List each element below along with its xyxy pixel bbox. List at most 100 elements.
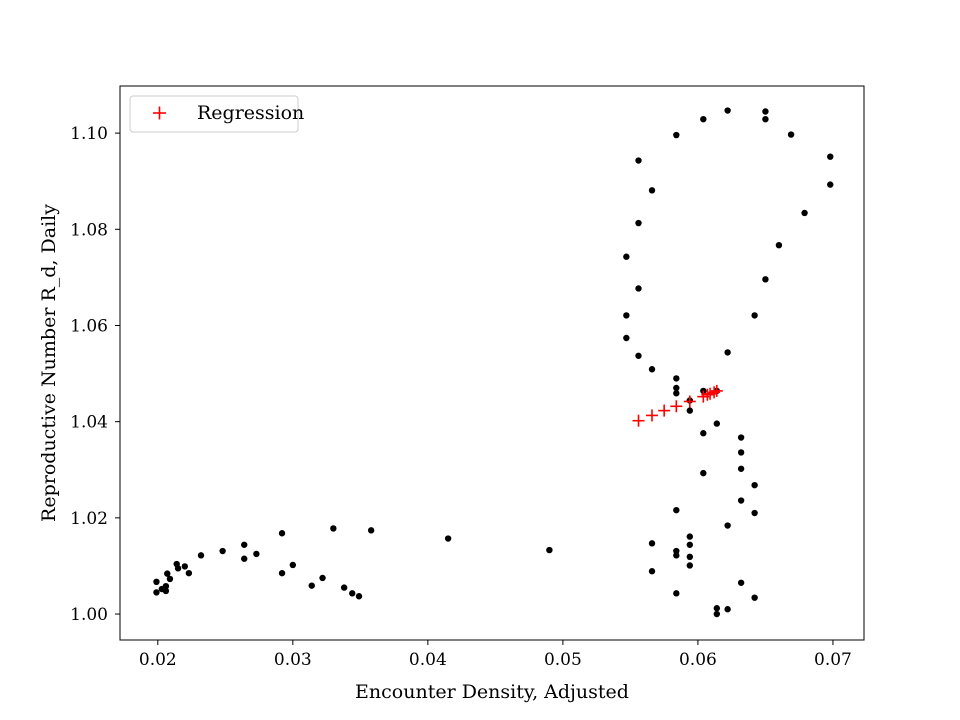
scatter-point: [737, 434, 745, 441]
scatter-point: [648, 540, 656, 547]
y-axis-label: Reproductive Number R_d, Daily: [38, 204, 60, 522]
scatter-point: [546, 546, 553, 554]
scatter-point: [278, 530, 286, 537]
y-tick-label: 1.02: [70, 509, 108, 529]
scatter-point: [827, 153, 834, 160]
scatter-point: [686, 533, 694, 540]
scatter-point: [162, 582, 170, 590]
scatter-point: [241, 555, 248, 562]
scatter-point: [762, 276, 769, 283]
scatter-point: [635, 285, 642, 292]
scatter-point: [737, 449, 745, 456]
scatter-point: [775, 241, 783, 249]
scatter-point: [278, 569, 286, 577]
scatter-point: [713, 420, 721, 427]
scatter-point: [762, 115, 769, 123]
scatter-point: [635, 219, 642, 227]
scatter-point: [673, 390, 680, 397]
scatter-point: [648, 187, 656, 194]
scatter-point: [635, 352, 642, 359]
y-tick-label: 1.04: [70, 413, 108, 433]
scatter-point: [444, 535, 452, 542]
scatter-point: [801, 209, 808, 217]
scatter-point: [737, 579, 745, 586]
scatter-point: [686, 562, 694, 569]
x-tick-label: 0.05: [544, 650, 582, 670]
scatter-point: [623, 253, 630, 260]
scatter-point: [686, 541, 694, 548]
scatter-point: [253, 550, 260, 558]
regression-point: [632, 414, 645, 427]
scatter-point: [673, 552, 680, 559]
scatter-point: [219, 547, 226, 555]
scatter-point: [185, 569, 193, 577]
legend-marker-plus: [153, 106, 166, 120]
scatter-point: [673, 384, 680, 392]
scatter-point: [174, 565, 182, 572]
scatter-point: [623, 334, 630, 342]
y-tick-label: 1.10: [70, 124, 108, 144]
scatter-point: [673, 590, 680, 597]
scatter-point: [787, 131, 795, 138]
scatter-point: [686, 553, 694, 561]
scatter-point: [724, 349, 731, 356]
scatter-point: [164, 570, 171, 577]
data-points: [153, 107, 834, 618]
scatter-point: [762, 108, 769, 115]
scatter-point: [197, 552, 205, 559]
scatter-point: [153, 578, 160, 586]
scatter-point: [319, 574, 326, 582]
y-tick-label: 1.06: [70, 316, 108, 336]
scatter-point: [367, 527, 375, 534]
scatter-point: [700, 430, 707, 437]
scatter-point: [724, 107, 731, 114]
legend-box: [129, 95, 299, 133]
scatter-point: [673, 506, 680, 514]
scatter-point: [153, 589, 160, 596]
plot-area: [119, 85, 865, 641]
scatter-point: [166, 575, 174, 583]
x-axis-ticks: 0.02 0.03 0.04 0.05 0.06 0.07: [139, 640, 852, 670]
scatter-point: [241, 541, 248, 548]
legend: Regression: [129, 95, 304, 133]
scatter-point: [713, 605, 721, 612]
scatter-point: [686, 407, 694, 414]
scatter-point: [751, 312, 758, 319]
x-axis-label: Encounter Density, Adjusted: [355, 681, 629, 703]
x-tick-label: 0.02: [139, 650, 177, 670]
scatter-point: [648, 366, 656, 373]
scatter-point: [673, 375, 680, 382]
y-tick-label: 1.08: [70, 220, 108, 240]
scatter-point: [827, 181, 834, 188]
regression-point: [670, 400, 683, 413]
scatter-point: [623, 312, 630, 319]
scatter-point: [635, 157, 642, 164]
legend-label-regression: Regression: [197, 102, 304, 124]
scatter-point: [181, 563, 189, 570]
scatter-point: [308, 582, 315, 589]
y-tick-label: 1.00: [70, 605, 108, 625]
scatter-point: [700, 115, 707, 123]
scatter-point: [289, 561, 297, 569]
scatter-point: [751, 481, 758, 489]
scatter-point: [349, 590, 356, 597]
regression-point: [646, 409, 659, 422]
regression-point: [701, 388, 714, 401]
x-tick-label: 0.07: [814, 650, 852, 670]
scatter-point: [162, 587, 170, 595]
x-tick-label: 0.06: [679, 650, 717, 670]
scatter-point: [648, 568, 656, 575]
scatter-point: [724, 522, 731, 529]
scatter-point: [330, 525, 337, 532]
y-axis-ticks: 1.00 1.02 1.04 1.06 1.08 1.10: [70, 124, 120, 625]
scatter-point: [724, 606, 731, 613]
scatter-point: [673, 131, 680, 139]
x-tick-label: 0.04: [409, 650, 447, 670]
scatter-point: [355, 593, 363, 600]
regression-point: [683, 395, 696, 408]
regression-point: [710, 384, 723, 397]
x-tick-label: 0.03: [274, 650, 312, 670]
scatter-point: [737, 497, 745, 504]
regression-point: [708, 386, 721, 399]
